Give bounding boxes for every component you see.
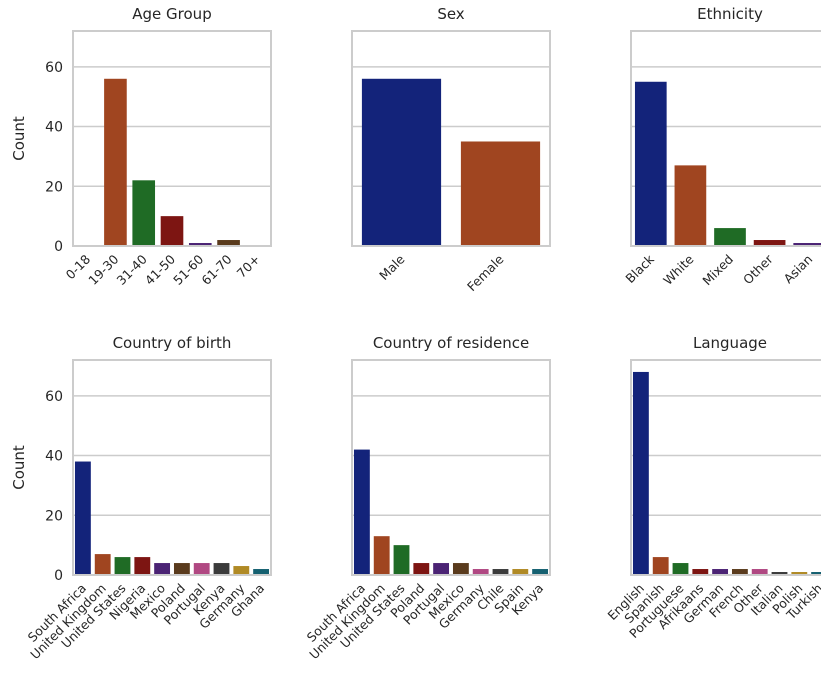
y-tick-label: 60	[45, 389, 63, 405]
bar	[460, 141, 541, 246]
bar	[793, 243, 821, 246]
bar	[213, 563, 230, 575]
chart-title: Sex	[437, 5, 464, 23]
bar	[134, 557, 151, 575]
plot-frame	[72, 30, 272, 247]
y-tick-label: 40	[45, 449, 63, 465]
plot-frame	[630, 30, 821, 247]
bar	[74, 461, 91, 575]
chart-title: Age Group	[132, 5, 211, 23]
x-tick-label: 61-70	[198, 251, 234, 287]
bar	[253, 569, 270, 575]
chart-panel-1: Male Female Sex	[351, 5, 551, 294]
bar	[188, 243, 212, 246]
bar	[791, 572, 808, 575]
bar	[674, 165, 707, 246]
bar	[193, 563, 210, 575]
y-tick-label: 20	[45, 508, 63, 524]
x-tick-label: Black	[622, 251, 657, 286]
x-tick-label: Female	[464, 251, 507, 294]
x-tick-label: White	[660, 251, 697, 288]
bar	[373, 536, 390, 575]
bar	[712, 569, 729, 575]
bar	[512, 569, 529, 575]
bar	[492, 569, 509, 575]
bar	[751, 569, 768, 575]
x-tick-label: 70+	[234, 252, 263, 281]
bar	[433, 563, 450, 575]
x-tick-label: 51-60	[170, 251, 206, 287]
x-tick-label: 41-50	[142, 251, 178, 287]
chart-panel-2: Black White Mixed Other Asian Ethnicity	[622, 5, 821, 288]
bar	[811, 572, 821, 575]
bar	[361, 78, 442, 247]
bar	[132, 180, 156, 246]
bar	[160, 216, 184, 246]
y-tick-label: 20	[45, 179, 63, 195]
chart-title: Country of birth	[113, 334, 232, 352]
y-axis-label: Count	[10, 445, 28, 490]
bar	[104, 78, 127, 247]
plot-frame	[351, 30, 551, 247]
x-tick-label: Asian	[781, 252, 816, 287]
bar	[114, 557, 131, 575]
bar	[532, 569, 549, 575]
bar	[217, 240, 240, 246]
y-tick-label: 0	[54, 568, 63, 584]
chart-title: Country of residence	[373, 334, 529, 352]
bar	[672, 563, 689, 575]
x-tick-label: Mixed	[699, 252, 736, 289]
bar	[452, 563, 469, 575]
bar	[753, 240, 786, 246]
bar	[154, 563, 171, 575]
bar	[94, 554, 111, 575]
chart-title: Language	[693, 334, 767, 352]
y-axis-label: Count	[10, 116, 28, 161]
y-tick-label: 0	[54, 239, 63, 255]
bar	[173, 563, 190, 575]
bar	[472, 569, 489, 575]
y-tick-label: 40	[45, 120, 63, 136]
bar	[233, 566, 250, 575]
x-tick-label: 19-30	[85, 251, 121, 287]
bar	[714, 228, 746, 246]
chart-title: Ethnicity	[697, 5, 763, 23]
x-tick-label: 31-40	[114, 251, 150, 287]
bar	[692, 569, 709, 575]
x-tick-label: Other	[740, 251, 776, 287]
bar	[771, 572, 788, 575]
chart-panel-5: EnglishSpanishPortugueseAfrikaansGermanF…	[604, 334, 821, 641]
bar	[634, 81, 667, 246]
bar	[652, 557, 669, 575]
plot-frame	[351, 359, 551, 576]
bar	[353, 449, 370, 575]
bar	[731, 569, 748, 575]
plot-frame	[72, 359, 272, 576]
bar	[632, 371, 649, 575]
bar	[393, 545, 410, 575]
y-tick-label: 60	[45, 60, 63, 76]
bar	[413, 563, 430, 575]
x-tick-label: Male	[376, 251, 408, 283]
plot-frame	[630, 359, 821, 576]
